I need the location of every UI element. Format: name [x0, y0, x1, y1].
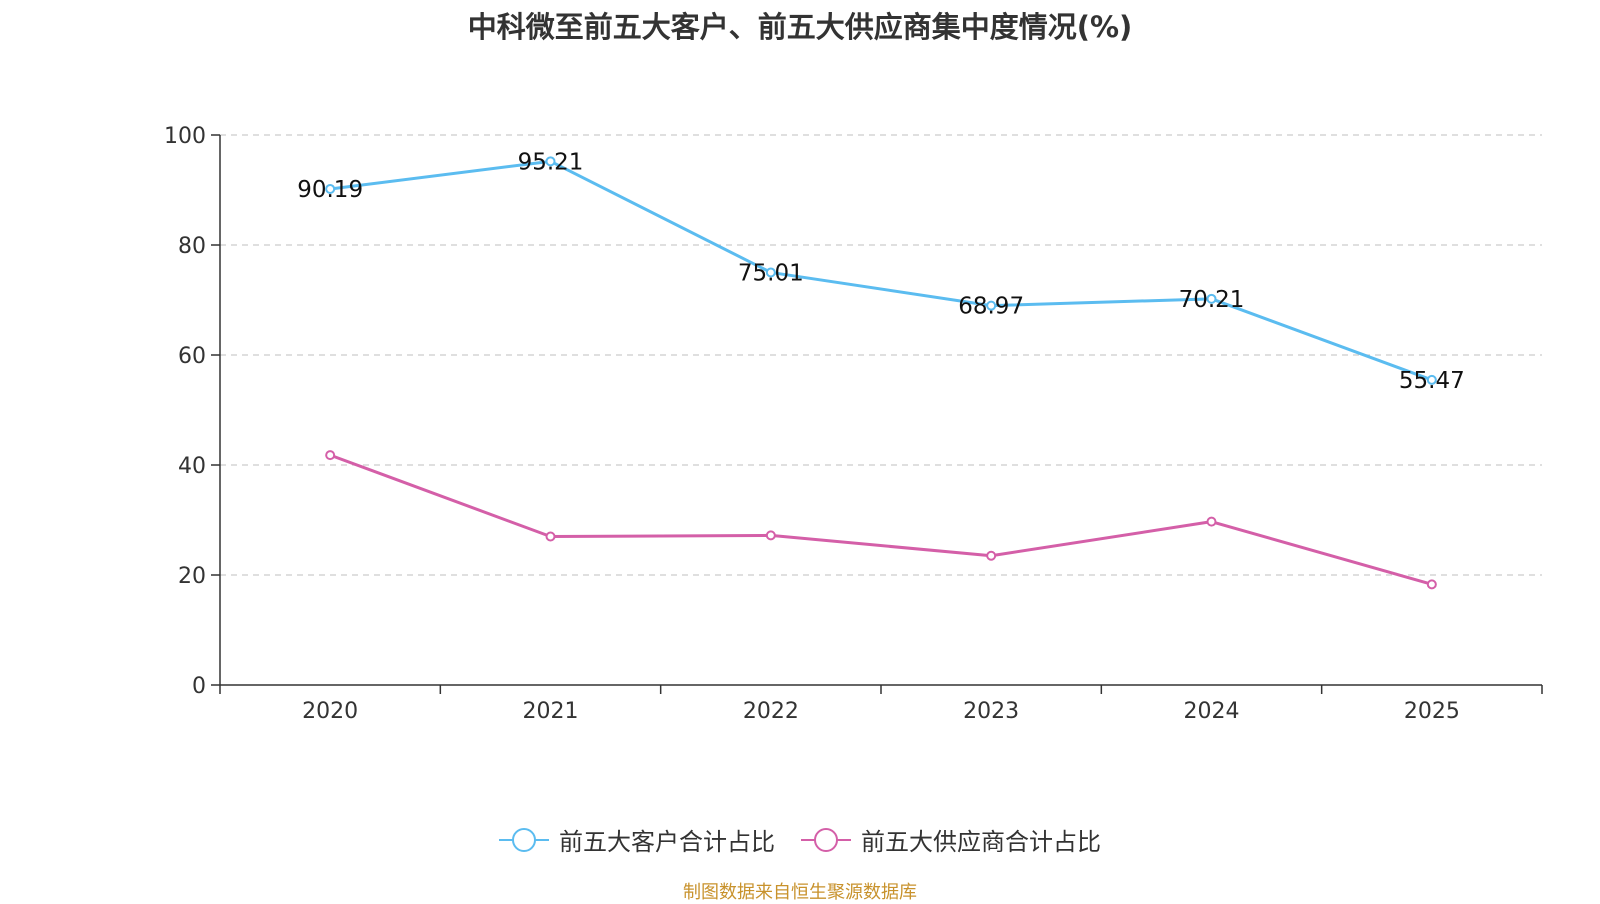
data-label-0-2024: 70.21: [1179, 287, 1245, 313]
data-label-0-2021: 95.21: [518, 149, 584, 175]
series: [325, 156, 1437, 590]
data-point-1-2024: [1206, 516, 1217, 527]
x-tick-label-2021: 2021: [523, 699, 579, 724]
data-point-1-2022: [765, 530, 776, 541]
y-tick-label-80: 80: [178, 234, 206, 259]
y-tick-label-20: 20: [178, 564, 206, 589]
legend-label-suppliers: 前五大供应商合计占比: [861, 828, 1101, 856]
grid-lines: [220, 134, 1542, 576]
legend-marker-suppliers: [801, 827, 851, 853]
chart-title: 中科微至前五大客户、前五大供应商集中度情况(%): [467, 10, 1133, 44]
x-tick-label-2023: 2023: [963, 699, 1019, 724]
data-point-0-2020: [325, 183, 336, 194]
data-point-0-2024: [1206, 293, 1217, 304]
y-tick-label-100: 100: [164, 124, 206, 149]
data-point-0-2022: [765, 267, 776, 278]
series-line-0: [329, 159, 1433, 382]
legend-item-customers[interactable]: 前五大客户合计占比: [499, 822, 775, 857]
data-point-1-2023: [986, 550, 997, 561]
y-tick-label-60: 60: [178, 344, 206, 369]
x-tick-label-2020: 2020: [302, 699, 358, 724]
legend-item-suppliers[interactable]: 前五大供应商合计占比: [801, 822, 1101, 857]
data-label-0-2025: 55.47: [1399, 368, 1465, 394]
legend-marker-customers: [499, 827, 549, 853]
y-tick-label-0: 0: [192, 674, 206, 699]
data-point-1-2021: [545, 531, 556, 542]
data-point-0-2025: [1426, 374, 1437, 385]
data-labels: 90.19 95.21 75.01 68.97 70.21 55.47: [297, 149, 1465, 394]
legend: 前五大客户合计占比 前五大供应商合计占比: [0, 822, 1600, 857]
data-label-0-2022: 75.01: [738, 260, 804, 286]
axes: 0 20 40 60 80 100 2020 2021 2022 2023 2024 2025: [164, 124, 1543, 724]
x-tick-label-2025: 2025: [1404, 699, 1460, 724]
x-tick-label-2022: 2022: [743, 699, 799, 724]
source-note: 制图数据来自恒生聚源数据库: [683, 882, 917, 903]
data-point-1-2020: [325, 450, 336, 461]
data-label-0-2020: 90.19: [297, 177, 363, 203]
legend-label-customers: 前五大客户合计占比: [559, 828, 775, 856]
data-point-1-2025: [1426, 579, 1437, 590]
x-tick-label-2024: 2024: [1184, 699, 1240, 724]
data-label-0-2023: 68.97: [958, 294, 1024, 320]
data-point-0-2021: [545, 156, 556, 167]
data-point-0-2023: [986, 300, 997, 311]
y-tick-label-40: 40: [178, 454, 206, 479]
series-line-1: [329, 453, 1433, 586]
